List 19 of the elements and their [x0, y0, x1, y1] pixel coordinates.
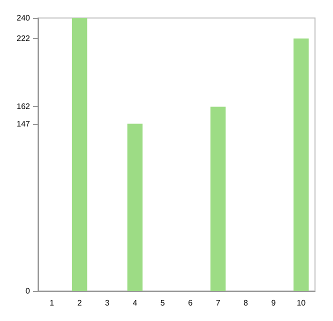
x-tick-label: 8: [244, 298, 249, 308]
x-tick-label: 5: [160, 298, 166, 308]
x-tick-label: 7: [216, 298, 221, 308]
x-tick-label: 3: [105, 298, 110, 308]
y-tick-label: 222: [16, 34, 31, 43]
bar: [210, 106, 226, 291]
bar: [127, 124, 143, 291]
y-tick-label: 162: [16, 102, 31, 112]
x-tick-label: 9: [271, 298, 276, 308]
bar: [294, 38, 309, 291]
y-tick-label: 240: [16, 14, 31, 22]
y-tick-label: 147: [16, 119, 31, 128]
x-tick-label: 2: [77, 298, 82, 308]
x-tick-label: 10: [296, 298, 306, 308]
x-tick-label: 1: [50, 298, 55, 308]
bar: [72, 18, 88, 291]
x-tick-label: 4: [132, 298, 138, 308]
y-tick-label: 0: [26, 286, 31, 296]
x-tick-label: 6: [188, 298, 194, 308]
